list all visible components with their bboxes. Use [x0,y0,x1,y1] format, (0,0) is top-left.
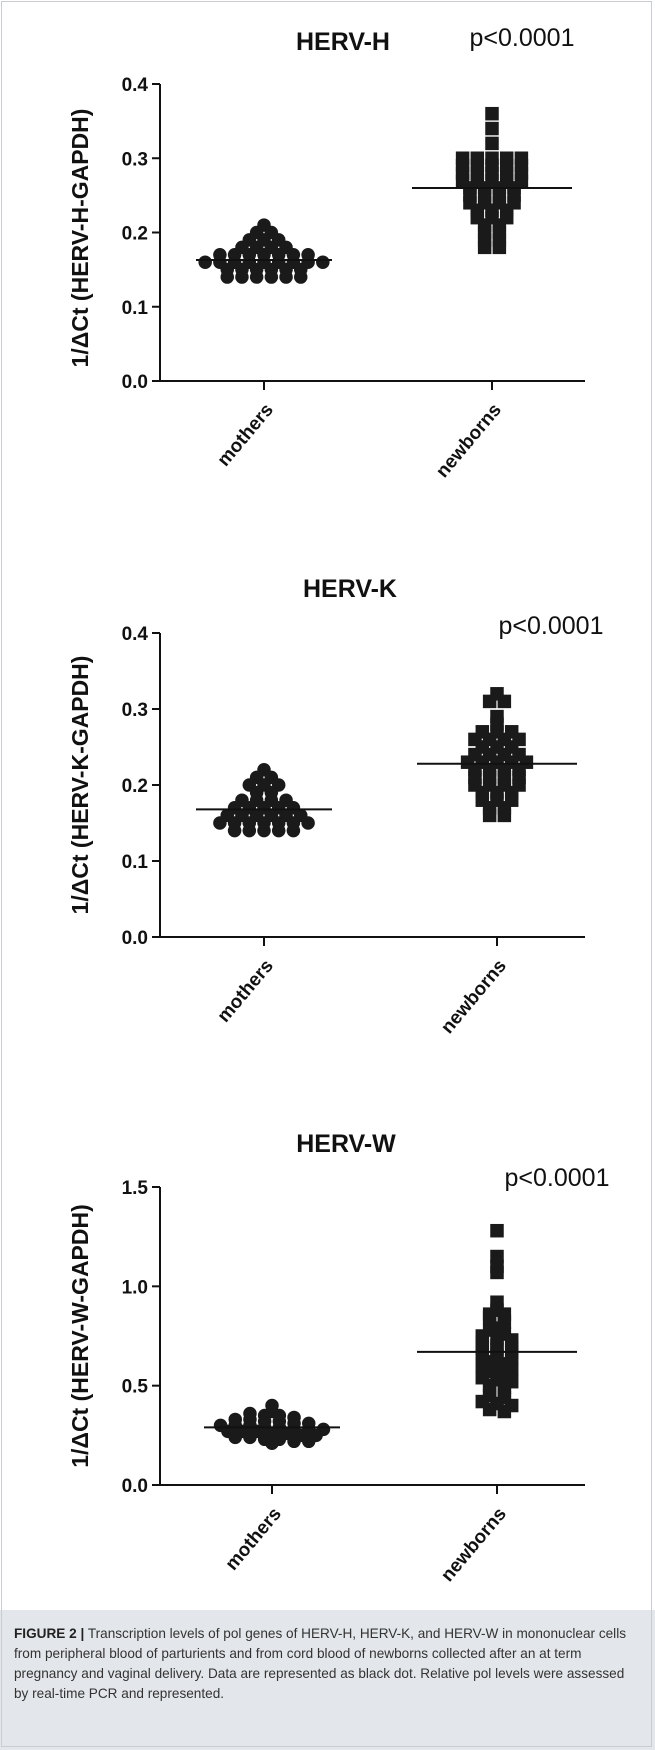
data-point-mothers [286,823,301,838]
data-point-mothers [301,816,315,830]
y-tick-label: 0.3 [122,149,148,170]
data-point-mothers [228,1430,242,1445]
data-point-newborns [482,808,497,823]
p-value-annotation: p<0.0001 [505,1164,610,1192]
y-tick-label: 0.1 [122,852,149,873]
data-point-mothers [265,1436,279,1451]
caption-text: Transcription levels of pol genes of HER… [14,1626,627,1701]
y-tick-label: 0.4 [122,624,149,645]
p-value-annotation: p<0.0001 [499,612,604,640]
y-tick-label: 0.4 [122,75,149,96]
x-tick-label-mothers: mothers [214,956,278,1027]
y-axis-label: 1/ΔCt (HERV-H-GAPDH) [67,109,93,368]
y-tick-label: 0.2 [122,224,148,245]
x-tick-label-newborns: newborns [432,400,506,482]
chart-title: HERV-H [296,28,390,56]
caption-label: FIGURE 2 | [14,1626,85,1641]
data-point-newborns [485,106,499,121]
data-point-newborns [497,694,512,709]
data-point-mothers [302,1434,316,1449]
data-point-mothers [198,255,212,269]
data-point-mothers [242,823,257,838]
data-point-mothers [316,255,330,269]
figure-caption: FIGURE 2 | Transcription levels of pol g… [0,1610,655,1750]
data-point-mothers [235,270,249,284]
y-tick-label: 0.0 [122,1476,148,1497]
data-point-newborns [497,1404,512,1419]
data-point-mothers [271,823,286,838]
y-axis-label: 1/ΔCt (HERV-K-GAPDH) [67,656,93,915]
data-point-newborns [482,1402,497,1417]
y-tick-label: 0.0 [122,372,148,393]
data-point-mothers [264,270,279,284]
data-point-newborns [485,136,499,151]
data-point-newborns [485,121,499,136]
x-tick-label-mothers: mothers [214,400,278,471]
y-tick-label: 0.3 [122,700,148,721]
chart-title: HERV-W [296,1130,396,1158]
chart-panel-herv-k: HERV-K p<0.0001 1/ΔCt (HERV-K-GAPDH) 0.0 0.1… [67,575,603,1038]
data-point-newborns [490,1223,504,1238]
data-point-mothers [257,823,271,838]
p-value-annotation: p<0.0001 [470,24,575,52]
data-point-newborns [477,240,492,255]
chart-title: HERV-K [303,575,397,603]
data-point-newborns [490,1265,504,1280]
x-tick-label-mothers: mothers [222,1504,286,1575]
y-tick-label: 1.5 [122,1178,149,1199]
data-point-mothers [220,270,234,284]
y-axis-label: 1/ΔCt (HERV-W-GAPDH) [67,1204,93,1468]
y-tick-label: 1.0 [122,1277,148,1298]
data-point-newborns [492,240,507,255]
data-point-mothers [249,270,264,284]
y-tick-label: 0.5 [122,1377,149,1398]
data-point-mothers [294,270,308,284]
y-tick-label: 0.0 [122,928,148,949]
x-tick-label-newborns: newborns [437,956,511,1038]
data-point-mothers [213,816,227,830]
data-point-newborns [482,694,497,709]
chart-panel-herv-h: HERV-H p<0.0001 1/ΔCt (HERV-H-GAPDH) 0.0 0.1… [67,24,585,482]
data-point-mothers [279,270,293,284]
data-point-mothers [227,823,242,838]
chart-panel-herv-w: HERV-W p<0.0001 1/ΔCt (HERV-W-GAPDH) 0.0 0.5… [67,1130,609,1586]
y-tick-label: 0.2 [122,776,148,797]
data-point-mothers [243,1430,257,1445]
y-tick-label: 0.1 [122,298,149,319]
data-point-mothers [287,1434,301,1449]
data-point-newborns [497,808,512,823]
x-tick-label-newborns: newborns [437,1504,511,1586]
